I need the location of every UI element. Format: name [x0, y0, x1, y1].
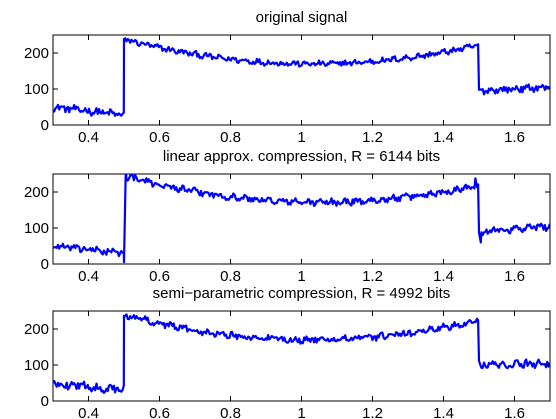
subplot-2: 0.4 0.6 0.8 1 1.2 1.4 1.6 0 100 200 linear approx.… [24, 148, 551, 285]
subplot-title: semi−parametric compression, R = 4992 bi… [153, 285, 451, 302]
y-tick-label: 100 [24, 220, 49, 237]
y-tick-label: 100 [24, 81, 49, 98]
y-tick-label: 0 [41, 393, 49, 410]
x-tick-label: 1 [297, 129, 305, 146]
x-tick-label: 1.4 [433, 405, 454, 419]
axes-box [52, 310, 551, 402]
x-tick-label: 1.2 [362, 129, 383, 146]
y-tick-label: 0 [41, 117, 49, 134]
x-tick-label: 0.8 [220, 405, 241, 419]
x-tick-label: 0.4 [78, 268, 99, 285]
x-tick-label: 1 [297, 268, 305, 285]
x-tick-label: 1 [297, 405, 305, 419]
x-tick-label: 0.6 [149, 405, 170, 419]
x-tick-label: 0.6 [149, 268, 170, 285]
y-tick-label: 200 [24, 321, 49, 338]
x-tick-label: 1.2 [362, 268, 383, 285]
x-tick-label: 1.6 [504, 129, 525, 146]
y-tick-label: 200 [24, 184, 49, 201]
y-tick-label: 0 [41, 256, 49, 273]
x-tick-label: 0.4 [78, 129, 99, 146]
x-tick-label: 1.4 [433, 129, 454, 146]
x-tick-label: 0.6 [149, 129, 170, 146]
signal-line [53, 313, 550, 394]
x-tick-label: 0.8 [220, 268, 241, 285]
axes-box [52, 34, 551, 126]
x-tick-label: 1.6 [504, 405, 525, 419]
x-tick-label: 1.4 [433, 268, 454, 285]
x-tick-label: 0.8 [220, 129, 241, 146]
subplot-1: 0.4 0.6 0.8 1 1.2 1.4 1.6 0 100 200 original signa… [24, 9, 551, 146]
x-tick-label: 1.6 [504, 268, 525, 285]
subplot-title: linear approx. compression, R = 6144 bit… [163, 148, 440, 165]
y-tick-label: 200 [24, 45, 49, 62]
y-tick-label: 100 [24, 357, 49, 374]
signal-line [53, 174, 550, 264]
x-tick-label: 0.4 [78, 405, 99, 419]
subplot-title: original signal [256, 9, 348, 26]
signal-line [53, 37, 550, 117]
subplot-3: 0.4 0.6 0.8 1 1.2 1.4 1.6 0 100 200 semi−parametri… [24, 285, 551, 419]
x-tick-label: 1.2 [362, 405, 383, 419]
